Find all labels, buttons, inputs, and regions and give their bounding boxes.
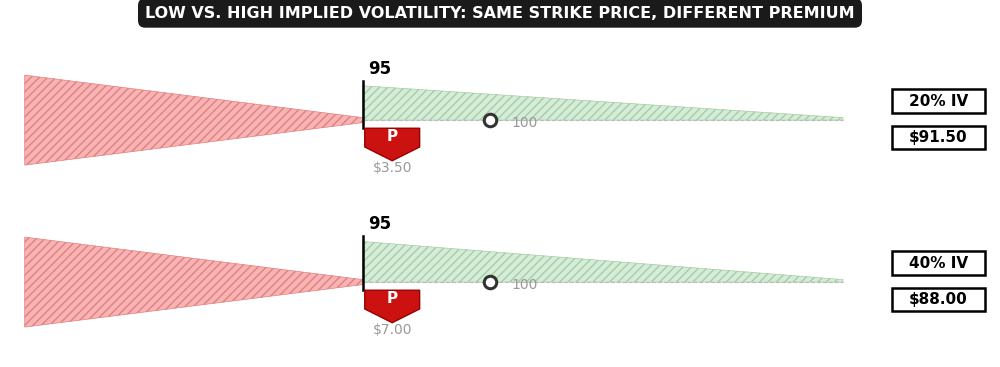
FancyBboxPatch shape xyxy=(892,126,985,149)
Text: LOW VS. HIGH IMPLIED VOLATILITY: SAME STRIKE PRICE, DIFFERENT PREMIUM: LOW VS. HIGH IMPLIED VOLATILITY: SAME ST… xyxy=(145,6,855,21)
Polygon shape xyxy=(363,86,843,120)
FancyBboxPatch shape xyxy=(892,251,985,275)
Text: 95: 95 xyxy=(368,59,391,78)
Text: $3.50: $3.50 xyxy=(372,161,412,175)
Text: 40% IV: 40% IV xyxy=(909,256,968,271)
Text: P: P xyxy=(387,291,398,306)
FancyBboxPatch shape xyxy=(892,288,985,312)
Polygon shape xyxy=(365,290,420,323)
Text: 100: 100 xyxy=(512,116,538,130)
Polygon shape xyxy=(365,128,420,161)
Text: 95: 95 xyxy=(368,215,391,233)
Polygon shape xyxy=(363,241,843,282)
Text: 100: 100 xyxy=(512,278,538,292)
Text: 20% IV: 20% IV xyxy=(909,94,968,109)
Text: $88.00: $88.00 xyxy=(909,292,968,307)
FancyBboxPatch shape xyxy=(892,90,985,113)
Text: $7.00: $7.00 xyxy=(372,323,412,337)
Polygon shape xyxy=(25,237,363,327)
Text: P: P xyxy=(387,129,398,144)
Polygon shape xyxy=(25,75,363,165)
Text: $91.50: $91.50 xyxy=(909,130,968,145)
